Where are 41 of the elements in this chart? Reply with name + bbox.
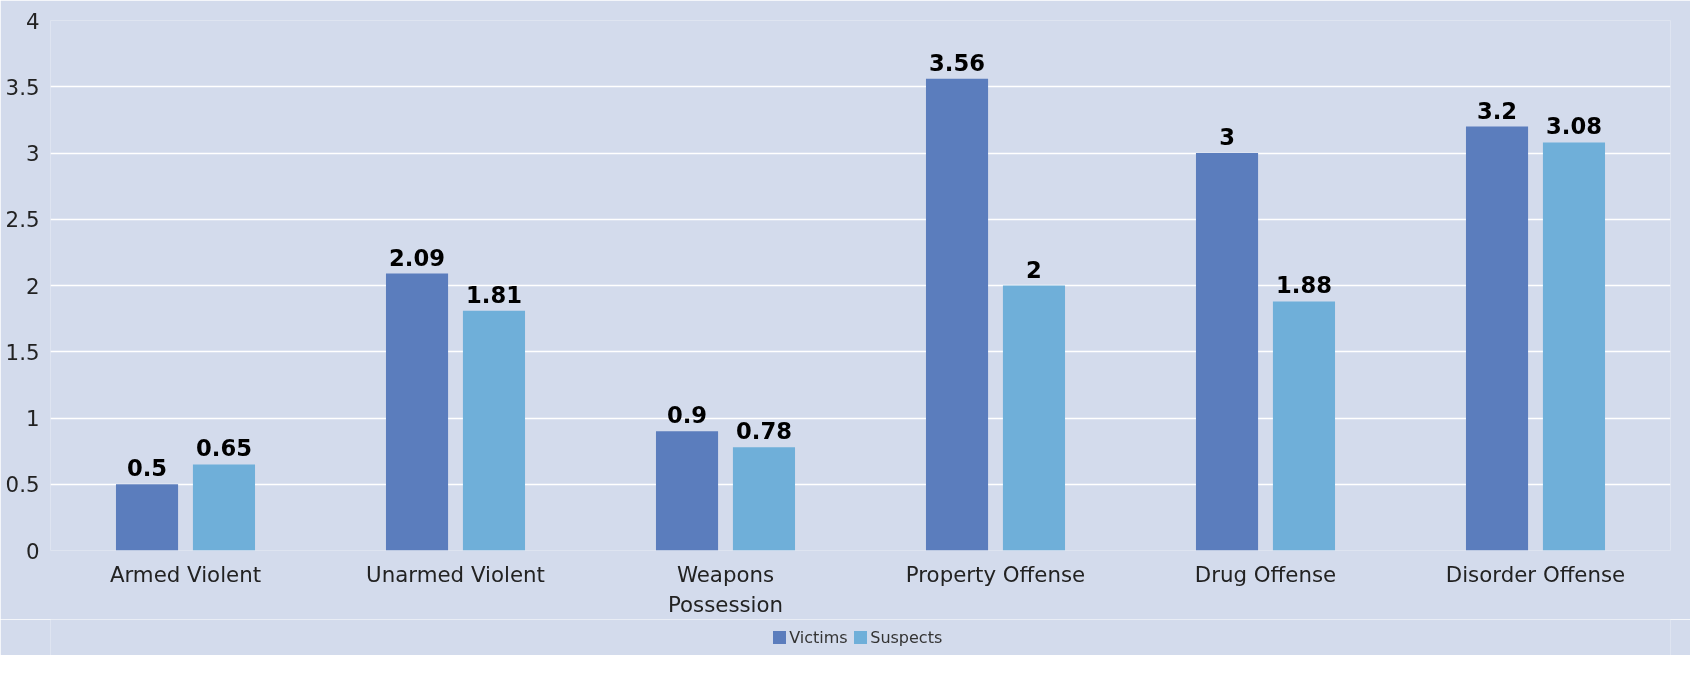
y-tick-label: 2 xyxy=(25,273,40,299)
bar xyxy=(192,464,256,551)
data-label: 3.08 xyxy=(1546,113,1602,140)
x-tick-label: Unarmed Violent xyxy=(366,561,545,587)
data-label: 0.9 xyxy=(666,402,708,429)
data-label: 2 xyxy=(1026,256,1042,283)
legend-label: Victims xyxy=(789,628,848,647)
bar xyxy=(1195,153,1259,551)
y-tick-label: 2.5 xyxy=(5,207,40,233)
data-label: 3 xyxy=(1219,124,1235,150)
bar xyxy=(1272,301,1336,551)
y-tick-label: 1.5 xyxy=(5,339,40,365)
bar xyxy=(655,431,719,551)
bar xyxy=(732,447,796,551)
bar xyxy=(1002,285,1066,551)
y-tick-label: 3.5 xyxy=(5,74,40,100)
data-label: 3.2 xyxy=(1476,97,1518,124)
bar xyxy=(1465,126,1529,551)
bar xyxy=(385,273,449,551)
data-label: 2.09 xyxy=(389,244,445,271)
y-tick-label: 0 xyxy=(25,538,40,564)
data-label: 0.78 xyxy=(736,418,792,445)
data-label: 1.81 xyxy=(466,281,522,308)
y-tick-label: 0.5 xyxy=(5,472,40,498)
y-tick-label: 3 xyxy=(25,141,40,166)
data-label: 1.88 xyxy=(1276,272,1332,299)
data-label: 0.5 xyxy=(126,455,168,482)
x-tick-label: Disorder Offense xyxy=(1445,561,1626,587)
data-label: 3.56 xyxy=(929,49,985,76)
bar xyxy=(462,310,526,551)
x-tick-label: Drug Offense xyxy=(1194,561,1337,587)
bar xyxy=(115,484,179,551)
bar xyxy=(1542,142,1606,551)
x-tick-label: Armed Violent xyxy=(109,561,262,587)
x-tick-label: Weapons Possession xyxy=(667,561,784,617)
bar xyxy=(925,78,989,551)
x-tick-label: Property Offense xyxy=(905,561,1086,587)
data-label: 0.65 xyxy=(196,435,252,462)
legend-label: Suspects xyxy=(870,628,943,647)
y-tick-label: 4 xyxy=(25,8,40,34)
y-tick-label: 1 xyxy=(25,406,40,431)
